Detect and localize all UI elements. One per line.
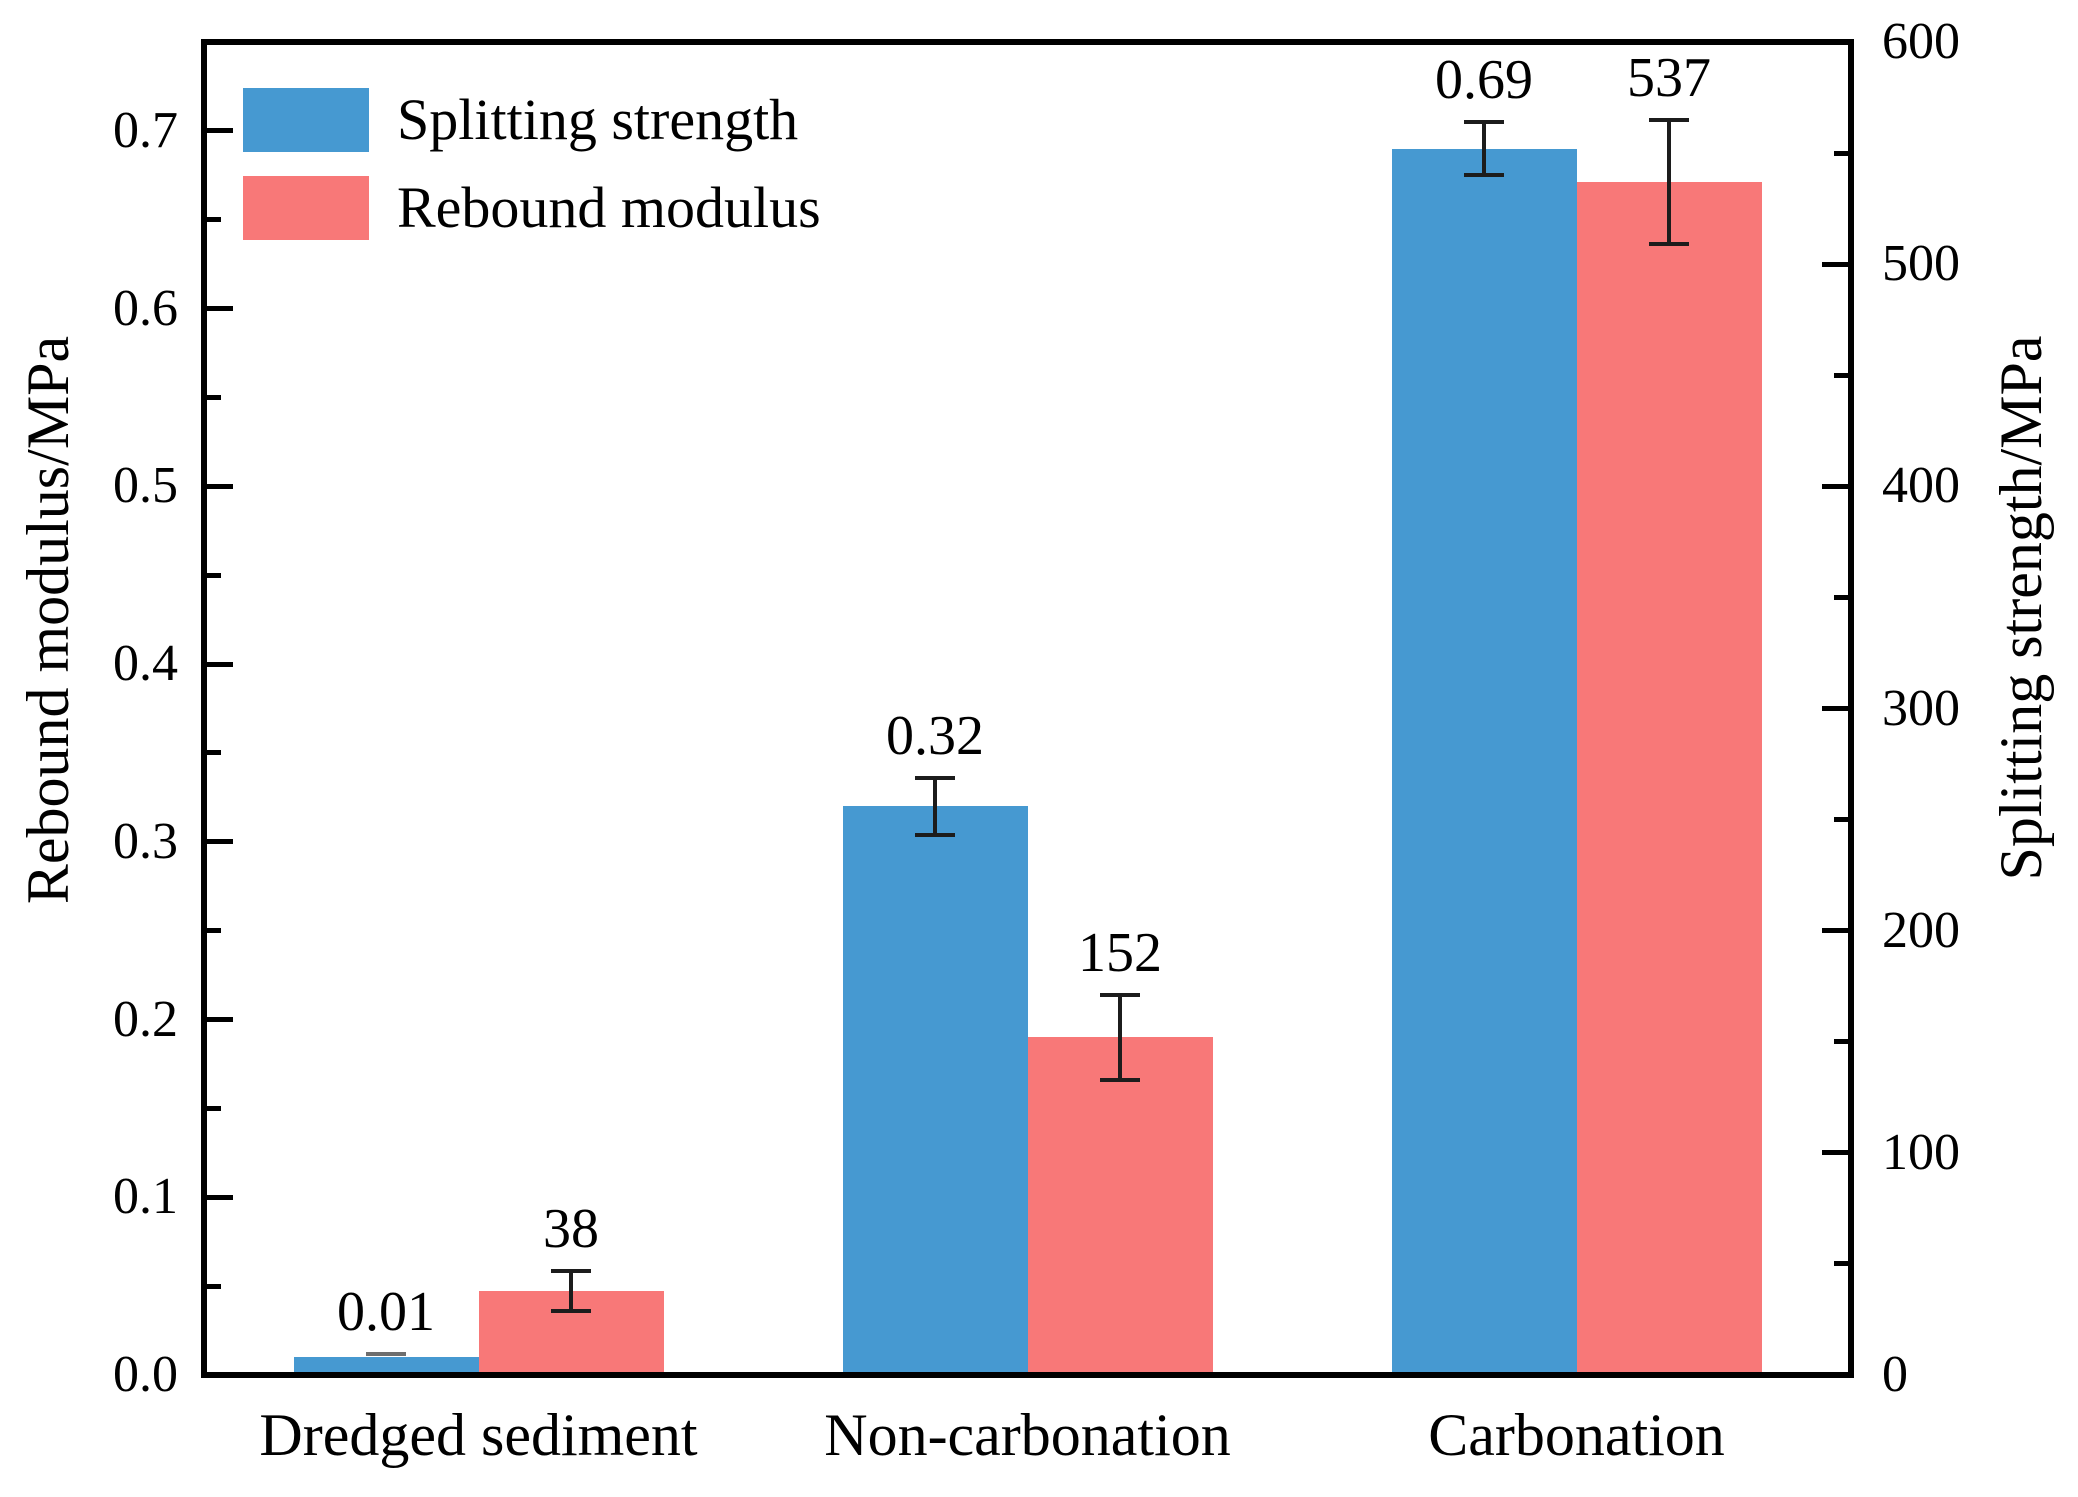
error-bar-stem-bar-splitting-strength-non-carbonation <box>933 777 937 835</box>
value-label-bar-rebound-modulus-non-carbonation: 152 <box>1078 922 1162 985</box>
left-axis-major-tick <box>207 1194 233 1200</box>
left-axis-tick-label: 0.2 <box>113 990 178 1048</box>
error-bar-cap-top-bar-rebound-modulus-carbonation <box>1649 117 1689 122</box>
left-axis-tick-label: 0.3 <box>113 812 178 870</box>
right-axis-major-tick <box>1822 1150 1848 1156</box>
left-axis-tick-label: 0.4 <box>113 635 178 693</box>
error-bar-cap-bottom-bar-rebound-modulus-carbonation <box>1649 242 1689 247</box>
left-axis-major-tick <box>207 839 233 845</box>
x-axis-label-non-carbonation: Non-carbonation <box>824 1402 1231 1468</box>
right-axis-tick-label: 500 <box>1882 235 1960 293</box>
error-bar-stem-bar-rebound-modulus-carbonation <box>1667 119 1671 245</box>
error-bar-cap-top-bar-splitting-strength-carbonation <box>1464 119 1504 124</box>
error-bar-stem-bar-rebound-modulus-dredged-sediment <box>569 1270 573 1311</box>
right-axis-tick-label: 600 <box>1882 13 1960 70</box>
legend-swatch-rebound-modulus <box>243 176 369 240</box>
left-axis-tick-label: 0.7 <box>113 101 178 159</box>
right-axis-tick-label: 300 <box>1882 679 1960 737</box>
right-axis-minor-tick <box>1834 1261 1848 1267</box>
bar-splitting-strength-non-carbonation <box>842 806 1028 1372</box>
right-axis-tick-label: 200 <box>1882 901 1960 959</box>
legend-item-rebound-modulus: Rebound modulus <box>243 176 821 240</box>
left-axis-tick-label: 0.5 <box>113 457 178 515</box>
legend: Splitting strength Rebound modulus <box>243 88 821 264</box>
legend-swatch-splitting-strength <box>243 88 369 152</box>
left-axis-major-tick <box>207 1017 233 1023</box>
error-bar-cap-top-bar-rebound-modulus-dredged-sediment <box>551 1268 591 1273</box>
bar-splitting-strength-dredged-sediment <box>293 1357 479 1372</box>
x-axis-label-dredged-sediment: Dredged sediment <box>259 1402 698 1468</box>
left-axis-major-tick <box>207 483 233 489</box>
right-axis-minor-tick <box>1834 817 1848 823</box>
error-bar-cap-top-bar-splitting-strength-non-carbonation <box>915 775 955 780</box>
error-bar-cap-bottom-bar-splitting-strength-carbonation <box>1464 173 1504 178</box>
value-label-bar-rebound-modulus-dredged-sediment: 38 <box>543 1197 599 1260</box>
left-axis-major-tick <box>207 661 233 667</box>
error-bar-cap-top-bar-rebound-modulus-non-carbonation <box>1100 993 1140 998</box>
right-axis-tick-label: 100 <box>1882 1123 1960 1181</box>
left-axis-minor-tick <box>207 750 221 756</box>
right-axis-minor-tick <box>1834 150 1848 156</box>
right-axis-minor-tick <box>1834 1039 1848 1045</box>
bar-rebound-modulus-carbonation <box>1576 181 1762 1372</box>
right-axis-major-tick <box>1822 261 1848 267</box>
left-axis-minor-tick <box>207 572 221 578</box>
left-axis-minor-tick <box>207 1105 221 1111</box>
value-label-bar-rebound-modulus-carbonation: 537 <box>1627 46 1711 109</box>
value-label-bar-splitting-strength-non-carbonation: 0.32 <box>886 704 984 767</box>
left-axis-minor-tick <box>207 394 221 400</box>
left-axis-tick-label: 0.0 <box>113 1346 178 1403</box>
error-bar-bar-splitting-strength-dredged-sediment <box>366 1351 406 1356</box>
right-axis-tick-label: 400 <box>1882 457 1960 515</box>
legend-item-splitting-strength: Splitting strength <box>243 88 821 152</box>
x-axis-label-carbonation: Carbonation <box>1428 1402 1725 1468</box>
left-axis-major-tick <box>207 128 233 134</box>
error-bar-cap-bottom-bar-splitting-strength-non-carbonation <box>915 832 955 837</box>
left-axis-tick-label: 0.6 <box>113 279 178 337</box>
error-bar-cap-bottom-bar-rebound-modulus-non-carbonation <box>1100 1077 1140 1082</box>
value-label-bar-splitting-strength-dredged-sediment: 0.01 <box>337 1280 435 1343</box>
right-axis-minor-tick <box>1834 594 1848 600</box>
left-axis-minor-tick <box>207 1283 221 1289</box>
left-axis-major-tick <box>207 306 233 312</box>
value-label-bar-splitting-strength-carbonation: 0.69 <box>1435 48 1533 111</box>
left-axis-minor-tick <box>207 928 221 934</box>
left-axis-minor-tick <box>207 217 221 223</box>
right-axis-major-tick <box>1822 706 1848 711</box>
right-axis-major-tick <box>1822 928 1848 934</box>
right-axis-tick-label: 0 <box>1882 1346 1908 1403</box>
right-axis-title: Splitting strength/MPa <box>1988 335 2054 881</box>
bar-splitting-strength-carbonation <box>1391 148 1577 1372</box>
legend-label-splitting-strength: Splitting strength <box>397 87 799 152</box>
error-bar-stem-bar-rebound-modulus-non-carbonation <box>1118 995 1122 1080</box>
left-axis-tick-label: 0.1 <box>113 1168 178 1226</box>
error-bar-stem-bar-splitting-strength-carbonation <box>1482 121 1486 176</box>
right-axis-minor-tick <box>1834 372 1848 378</box>
right-axis-major-tick <box>1822 483 1848 489</box>
legend-label-rebound-modulus: Rebound modulus <box>397 175 821 240</box>
bar-rebound-modulus-non-carbonation <box>1027 1037 1213 1372</box>
error-bar-cap-bottom-bar-rebound-modulus-dredged-sediment <box>551 1308 591 1313</box>
